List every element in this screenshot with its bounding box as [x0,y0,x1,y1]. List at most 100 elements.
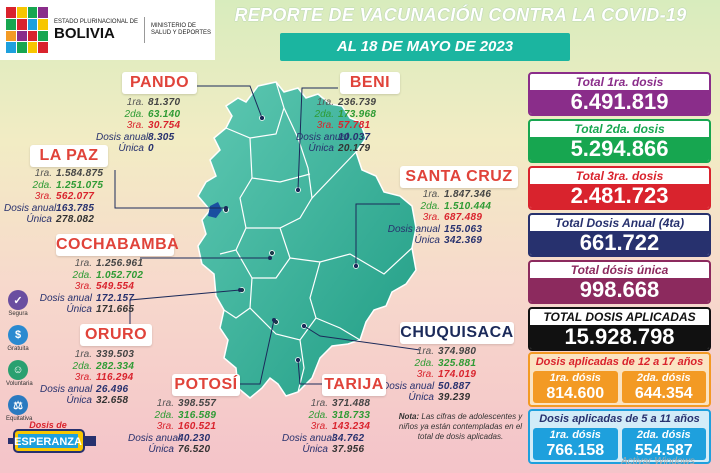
pando-d3: 30.754 [148,120,181,131]
santacruz-d2: 1.510.444 [444,200,492,212]
tarija-d1: 371.488 [332,398,371,409]
total-panel-d3: Total 3ra. dosis 2.481.723 [528,166,711,210]
total-d1-label: Total 1ra. dosis [575,75,664,89]
label-annual: Dosis anual [39,292,92,304]
dosis-esperanza-logo: Dosis de ESPERANZA [8,420,96,453]
dept-stats-oruro: 1ra. 339.503 2da. 282.334 3ra. 116.294 Dosi… [40,349,134,407]
dept-label-oruro: ORURO [80,324,152,346]
dept-stats-cochabamba: 1ra. 1.256.961 2da. 1.052.702 3ra. 549.554 … [28,258,143,316]
total-panel-d2: Total 2da. dosis 5.294.866 [528,119,711,163]
esperanza-line2: ESPERANZA [14,436,82,448]
pando-unique: 0 [148,143,154,154]
total-all-value: 15.928.798 [530,325,709,349]
total-d1-value: 6.491.819 [530,90,709,114]
label-annual: Dosis anual [40,383,93,395]
person-icon: ☺ [8,360,28,380]
potosi-annual: 40.230 [178,432,211,444]
tarija-annual: 34.762 [332,432,365,444]
page-title: REPORTE DE VACUNACIÓN CONTRA LA COVID-19 [234,5,687,25]
label-d2: 2da. [314,108,334,120]
beni-d3: 57.781 [338,120,371,131]
oruro-annual: 26.496 [96,383,129,395]
pando-d1: 81.370 [148,97,181,108]
label-unique: Única [302,444,328,455]
label-d3: 3ra. [310,421,328,432]
dept-stats-beni: 1ra. 236.739 2da. 173.968 3ra. 57.781 Dosis… [296,97,376,155]
note-label: Nota: [398,412,420,421]
beni-d2: 173.968 [338,108,377,120]
cochabamba-d2: 1.052.702 [96,269,144,281]
dept-stats-santacruz: 1ra. 1.847.346 2da. 1.510.444 3ra. 687.489 … [380,189,491,247]
chuquisaca-d3: 174.019 [438,369,477,380]
total-d3-label: Total 3ra. dosis [575,169,664,183]
lake-titicaca [208,202,222,218]
label-annual: Dosis anual [382,380,435,392]
label-annual: Dosis anual [96,131,149,143]
dept-label-tarija: TARIJA [322,374,386,396]
dept-label-chuquisaca: CHUQUISACA [400,322,514,344]
age-5-11-d1-cell: 1ra. dósis 766.158 [533,428,618,460]
panel-age-5-11: Dosis aplicadas de 5 a 11 años 1ra. dósi… [528,409,711,464]
age-5-11-d2-label: 2da. dósis [636,429,691,441]
badge-voluntaria: ☺ Voluntaria [6,360,33,387]
label-d2: 2da. [72,269,92,281]
age-12-17-d1-cell: 1ra. dósis 814.600 [533,371,618,403]
dept-label-beni: BENI [340,72,400,94]
age-12-17-label: Dosis aplicadas de 12 a 17 años [535,356,704,368]
age-12-17-d1-label: 1ra. dósis [549,372,601,384]
label-d1: 1ra. [316,97,334,108]
label-d1: 1ra. [74,349,92,360]
total-d3-value: 2.481.723 [530,184,709,208]
label-d2: 2da. [72,360,92,372]
beni-annual: 10.037 [338,131,371,143]
tarija-unique: 37.956 [332,444,365,455]
chuquisaca-d1: 374.980 [438,346,477,357]
dept-label-potosi: POTOSÍ [172,374,240,396]
logo-country-text: BOLIVIA [54,24,115,42]
badge-label: Equitativa [6,416,33,422]
lapaz-unique: 278.082 [56,214,95,225]
label-annual: Dosis anual [128,432,181,444]
age-12-17-d1-value: 814.600 [546,385,605,402]
label-d3: 3ra. [126,120,144,131]
total-panel-all: TOTAL DOSIS APLICADAS 15.928.798 [528,307,711,351]
total-annual-label: Total Dosis Anual (4ta) [554,216,685,230]
label-d1: 1ra. [34,168,52,179]
badge-label: Gratuita [7,346,29,352]
ministry-name: MINISTERIO DE SALUD Y DEPORTES [151,22,212,36]
chuquisaca-annual: 50.887 [438,380,471,392]
potosi-d2: 316.589 [178,409,217,421]
label-annual: Dosis anual [4,202,57,214]
shield-icon: ✓ [8,290,28,310]
dept-stats-tarija: 1ra. 371.488 2da. 318.733 3ra. 143.234 Dosi… [282,398,370,456]
potosi-unique: 76.520 [178,444,211,455]
label-d1: 1ra. [416,346,434,357]
bolivia-crest-icon [6,7,48,53]
badge-equitativa: ⚖ Equitativa [6,395,33,422]
label-unique: Única [66,395,92,406]
santacruz-d1: 1.847.346 [444,189,492,200]
badge-label: Voluntaria [6,381,33,387]
label-unique: Única [26,214,52,225]
oruro-unique: 32.658 [96,395,129,406]
dept-label-santacruz: SANTA CRUZ [400,166,518,188]
lapaz-d1: 1.584.875 [56,168,104,179]
label-unique: Única [66,304,92,315]
label-d3: 3ra. [422,212,440,223]
lapaz-d2: 1.251.075 [56,179,104,191]
dept-stats-chuquisaca: 1ra. 374.980 2da. 325.881 3ra. 174.019 Dosi… [382,346,476,404]
total-annual-value: 661.722 [530,231,709,255]
potosi-d1: 398.557 [178,398,217,409]
label-d2: 2da. [308,409,328,421]
label-unique: Única [308,143,334,154]
label-unique: Única [414,235,440,246]
total-d2-label: Total 2da. dosis [574,122,665,136]
beni-unique: 20.179 [338,143,371,154]
age-12-17-d2-label: 2da. dósis [636,372,691,384]
label-d3: 3ra. [316,120,334,131]
label-d3: 3ra. [34,191,52,202]
oruro-d1: 339.503 [96,349,135,360]
pando-d2: 63.140 [148,108,181,120]
total-d2-value: 5.294.866 [530,137,709,161]
lapaz-d3: 562.077 [56,191,95,202]
